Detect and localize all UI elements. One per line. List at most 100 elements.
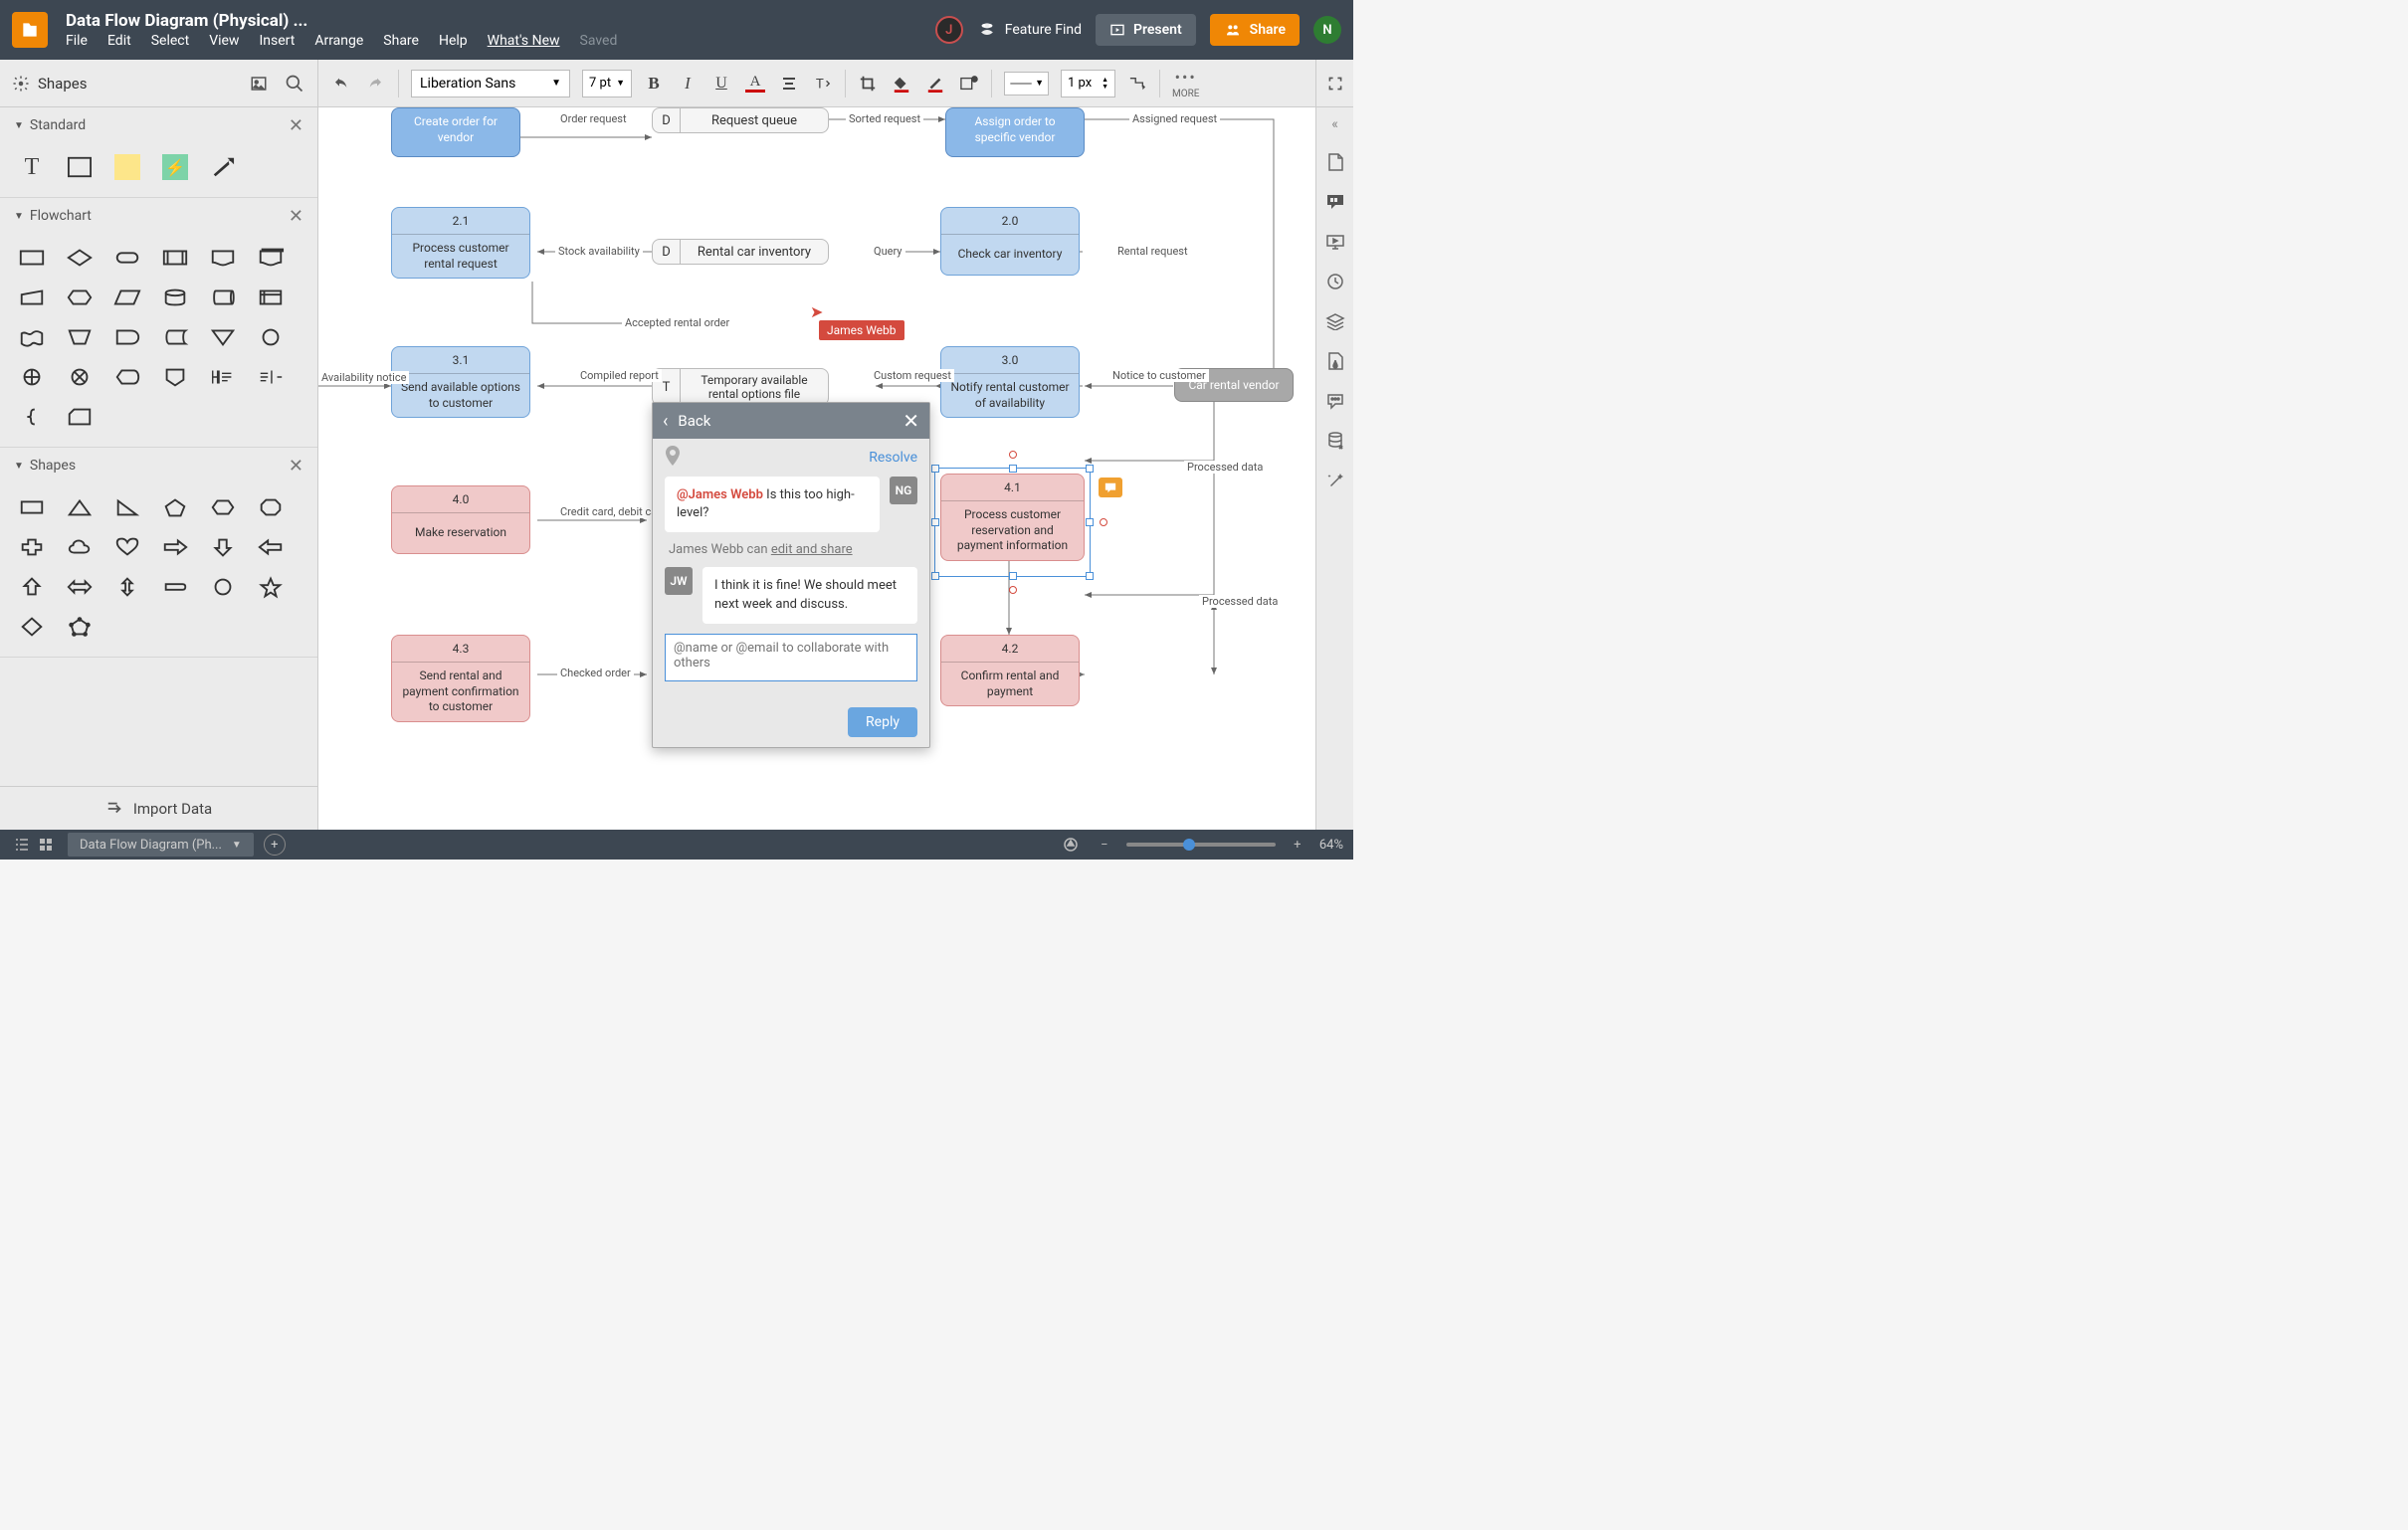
sh-arrow-down[interactable] [201,529,245,565]
close-icon[interactable]: ✕ [289,206,303,227]
node-p42[interactable]: 4.2 Confirm rental and payment [940,635,1080,706]
fullscreen-icon[interactable] [1324,73,1346,95]
section-shapes-header[interactable]: ▼Shapes✕ [0,448,317,483]
collapse-rail-icon[interactable]: « [1331,113,1338,135]
search-icon[interactable] [284,73,305,95]
comments-icon[interactable] [1319,183,1351,221]
document-title[interactable]: Data Flow Diagram (Physical) ... [66,11,935,31]
zoom-slider[interactable] [1126,843,1276,847]
chat-icon[interactable] [1319,382,1351,420]
menu-select[interactable]: Select [151,33,189,49]
align-button[interactable] [779,74,799,94]
fc-off-page[interactable] [153,359,197,395]
node-p31[interactable]: 3.1 Send available options to customer [391,346,530,418]
shape-bolt[interactable]: ⚡ [153,149,197,185]
edit-share-link[interactable]: edit and share [771,542,853,557]
data-icon[interactable] [1319,422,1351,460]
center-icon[interactable] [1059,835,1083,855]
fc-direct-data[interactable] [201,280,245,315]
fc-note-left[interactable] [249,359,293,395]
back-icon[interactable]: ‹ [663,411,668,432]
shape-sticky[interactable] [105,149,149,185]
fc-merge[interactable] [201,319,245,355]
text-color-button[interactable]: A [745,75,765,93]
sh-hexagon[interactable] [201,489,245,525]
sh-arrow-ud[interactable] [105,569,149,605]
fc-data[interactable] [105,280,149,315]
menu-whats-new[interactable]: What's New [488,33,560,49]
italic-button[interactable]: I [678,74,698,94]
shape-arrow[interactable] [201,149,245,185]
font-size-select[interactable]: 7 pt▼ [582,70,632,97]
section-standard-header[interactable]: ▼Standard✕ [0,107,317,143]
line-options-button[interactable] [1127,74,1147,94]
fc-manual-input[interactable] [10,280,54,315]
close-icon[interactable]: ✕ [289,456,303,477]
layers-icon[interactable] [1319,302,1351,340]
line-style-select[interactable]: ▼ [1004,72,1049,96]
node-request-queue[interactable]: D Request queue [652,107,829,133]
reply-button[interactable]: Reply [848,707,917,737]
sh-diamond[interactable] [10,609,54,645]
sh-arrow-right[interactable] [153,529,197,565]
menu-share[interactable]: Share [383,33,419,49]
node-p20[interactable]: 2.0 Check car inventory [940,207,1080,276]
shape-text[interactable]: T [10,149,54,185]
comment-input[interactable] [665,634,917,681]
text-options-button[interactable]: T [813,74,833,94]
sh-triangle[interactable] [58,489,101,525]
menu-file[interactable]: File [66,33,88,49]
node-assign-order[interactable]: Assign order to specific vendor [945,107,1085,157]
zoom-level[interactable]: 64% [1319,838,1343,853]
sh-arrow-left[interactable] [249,529,293,565]
fc-database[interactable] [153,280,197,315]
redo-icon[interactable] [364,73,386,95]
node-inventory[interactable]: D Rental car inventory [652,239,829,265]
underline-button[interactable]: U [711,74,731,94]
image-icon[interactable] [248,73,270,95]
fc-display[interactable] [105,359,149,395]
share-button[interactable]: Share [1210,14,1300,46]
feature-find-button[interactable]: Feature Find [977,20,1082,40]
fc-multidoc[interactable] [249,240,293,276]
fc-process[interactable] [10,240,54,276]
import-data-button[interactable]: Import Data [0,786,317,830]
resolve-button[interactable]: Resolve [869,450,917,466]
sh-pill[interactable] [153,569,197,605]
canvas[interactable]: Create order for vendor D Request queue … [318,107,1315,830]
grid-view-icon[interactable] [34,835,58,855]
close-icon[interactable]: ✕ [289,115,303,136]
pin-icon[interactable] [665,446,681,471]
menu-help[interactable]: Help [439,33,468,49]
add-page-button[interactable]: + [264,834,286,856]
fc-manual-op[interactable] [58,319,101,355]
undo-icon[interactable] [330,73,352,95]
node-p40[interactable]: 4.0 Make reservation [391,485,530,554]
zoom-out-button[interactable]: − [1093,835,1116,855]
user-avatar-n[interactable]: N [1313,16,1341,44]
node-p43[interactable]: 4.3 Send rental and payment confirmation… [391,635,530,722]
theme-icon[interactable] [1319,342,1351,380]
fc-preparation[interactable] [58,280,101,315]
node-p21[interactable]: 2.1 Process customer rental request [391,207,530,279]
fc-or[interactable] [10,359,54,395]
sh-star[interactable] [249,569,293,605]
fc-stored-data[interactable] [153,319,197,355]
fc-paper-tape[interactable] [10,319,54,355]
menu-arrange[interactable]: Arrange [314,33,363,49]
more-button[interactable]: ••• MORE [1172,68,1199,99]
app-logo[interactable] [12,12,48,48]
fc-note-right[interactable] [201,359,245,395]
menu-insert[interactable]: Insert [259,33,295,49]
magic-icon[interactable] [1319,462,1351,499]
page-icon[interactable] [1319,143,1351,181]
sh-arrow-up[interactable] [10,569,54,605]
sh-octagon[interactable] [249,489,293,525]
section-flowchart-header[interactable]: ▼Flowchart✕ [0,198,317,234]
sh-cloud[interactable] [58,529,101,565]
node-p30[interactable]: 3.0 Notify rental customer of availabili… [940,346,1080,418]
shape-options-button[interactable] [959,74,979,94]
collaborator-avatar-j[interactable]: J [935,16,963,44]
menu-edit[interactable]: Edit [107,33,131,49]
node-temp-file[interactable]: T Temporary available rental options fil… [652,368,829,406]
